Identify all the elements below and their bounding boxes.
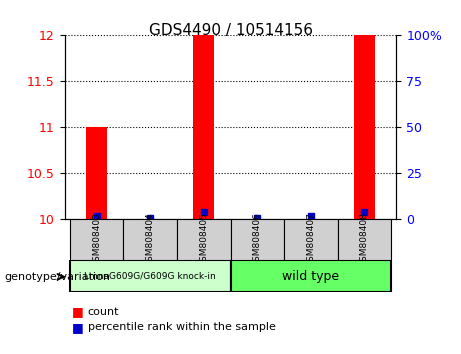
Bar <box>70 219 124 260</box>
Text: GSM808408: GSM808408 <box>360 212 369 267</box>
Text: GSM808406: GSM808406 <box>253 212 262 267</box>
Bar <box>230 260 391 292</box>
Text: ■: ■ <box>71 321 83 334</box>
Bar <box>337 219 391 260</box>
Bar <box>193 35 214 219</box>
Text: GDS4490 / 10514156: GDS4490 / 10514156 <box>148 23 313 38</box>
Bar <box>177 219 230 260</box>
Bar <box>354 35 375 219</box>
Text: GSM808403: GSM808403 <box>92 212 101 267</box>
Text: LmnaG609G/G609G knock-in: LmnaG609G/G609G knock-in <box>84 272 216 281</box>
Bar <box>86 127 107 219</box>
Text: ■: ■ <box>71 305 83 318</box>
Text: GSM808407: GSM808407 <box>306 212 315 267</box>
Text: GSM808404: GSM808404 <box>146 212 155 267</box>
Bar <box>284 219 337 260</box>
Text: GSM808405: GSM808405 <box>199 212 208 267</box>
Bar <box>230 219 284 260</box>
Text: genotype/variation: genotype/variation <box>5 272 111 282</box>
Bar <box>70 260 230 292</box>
Text: count: count <box>88 307 119 316</box>
Bar <box>124 219 177 260</box>
Text: wild type: wild type <box>282 270 339 282</box>
Text: percentile rank within the sample: percentile rank within the sample <box>88 322 276 332</box>
